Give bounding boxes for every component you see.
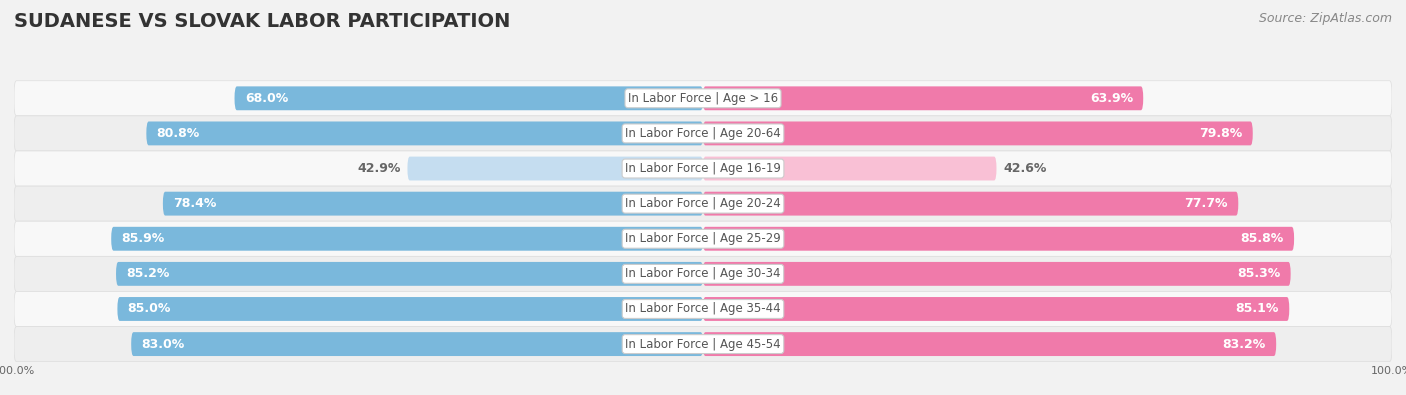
FancyBboxPatch shape [14, 151, 1392, 186]
FancyBboxPatch shape [14, 256, 1392, 292]
Text: In Labor Force | Age > 16: In Labor Force | Age > 16 [628, 92, 778, 105]
Text: 85.0%: 85.0% [128, 303, 172, 316]
Text: SUDANESE VS SLOVAK LABOR PARTICIPATION: SUDANESE VS SLOVAK LABOR PARTICIPATION [14, 12, 510, 31]
Text: 85.9%: 85.9% [121, 232, 165, 245]
FancyBboxPatch shape [14, 292, 1392, 327]
FancyBboxPatch shape [14, 221, 1392, 256]
Text: 77.7%: 77.7% [1184, 197, 1227, 210]
FancyBboxPatch shape [235, 87, 703, 110]
Text: 85.2%: 85.2% [127, 267, 170, 280]
FancyBboxPatch shape [14, 81, 1392, 116]
Text: 42.9%: 42.9% [357, 162, 401, 175]
Text: 79.8%: 79.8% [1199, 127, 1243, 140]
Text: In Labor Force | Age 16-19: In Labor Force | Age 16-19 [626, 162, 780, 175]
FancyBboxPatch shape [703, 156, 997, 181]
FancyBboxPatch shape [14, 186, 1392, 221]
Text: In Labor Force | Age 45-54: In Labor Force | Age 45-54 [626, 338, 780, 351]
FancyBboxPatch shape [131, 332, 703, 356]
Text: Source: ZipAtlas.com: Source: ZipAtlas.com [1258, 12, 1392, 25]
FancyBboxPatch shape [703, 332, 1277, 356]
FancyBboxPatch shape [703, 297, 1289, 321]
Text: In Labor Force | Age 30-34: In Labor Force | Age 30-34 [626, 267, 780, 280]
FancyBboxPatch shape [146, 122, 703, 145]
Text: 80.8%: 80.8% [156, 127, 200, 140]
Text: 83.0%: 83.0% [142, 338, 184, 351]
FancyBboxPatch shape [703, 122, 1253, 145]
FancyBboxPatch shape [117, 297, 703, 321]
Text: 85.1%: 85.1% [1236, 303, 1279, 316]
Text: 78.4%: 78.4% [173, 197, 217, 210]
Text: 85.8%: 85.8% [1240, 232, 1284, 245]
Text: 42.6%: 42.6% [1004, 162, 1046, 175]
FancyBboxPatch shape [14, 116, 1392, 151]
FancyBboxPatch shape [703, 227, 1294, 251]
Text: In Labor Force | Age 20-64: In Labor Force | Age 20-64 [626, 127, 780, 140]
FancyBboxPatch shape [703, 192, 1239, 216]
Text: In Labor Force | Age 25-29: In Labor Force | Age 25-29 [626, 232, 780, 245]
FancyBboxPatch shape [14, 327, 1392, 362]
Text: 83.2%: 83.2% [1223, 338, 1265, 351]
Text: In Labor Force | Age 35-44: In Labor Force | Age 35-44 [626, 303, 780, 316]
Text: 85.3%: 85.3% [1237, 267, 1281, 280]
FancyBboxPatch shape [703, 87, 1143, 110]
Text: In Labor Force | Age 20-24: In Labor Force | Age 20-24 [626, 197, 780, 210]
FancyBboxPatch shape [117, 262, 703, 286]
Text: 68.0%: 68.0% [245, 92, 288, 105]
FancyBboxPatch shape [703, 262, 1291, 286]
Text: 63.9%: 63.9% [1090, 92, 1133, 105]
FancyBboxPatch shape [163, 192, 703, 216]
FancyBboxPatch shape [111, 227, 703, 251]
FancyBboxPatch shape [408, 156, 703, 181]
